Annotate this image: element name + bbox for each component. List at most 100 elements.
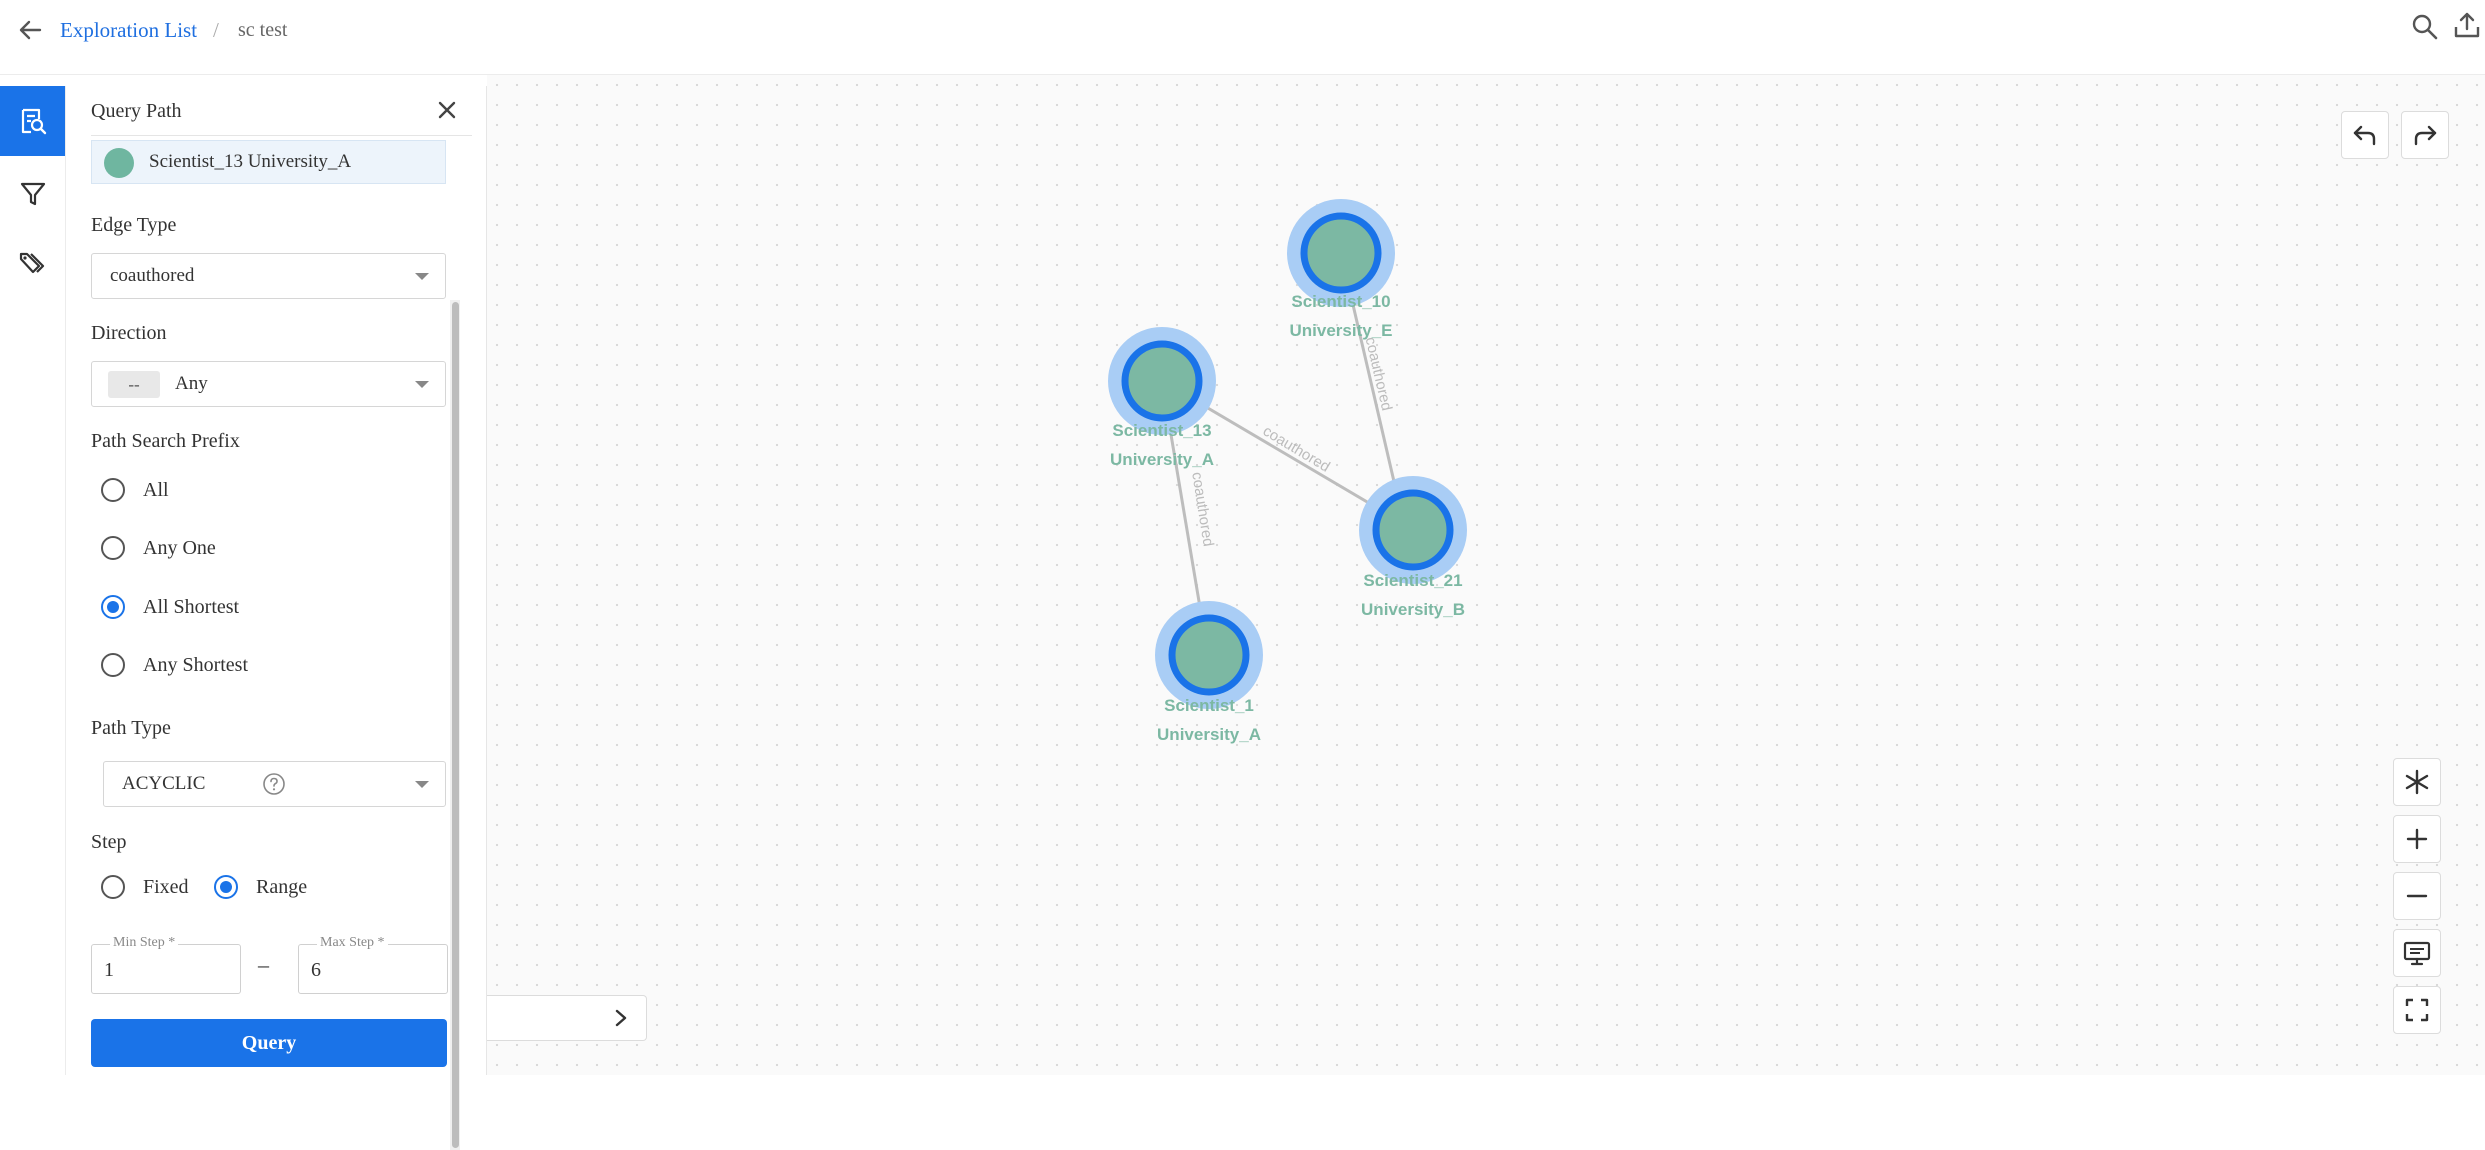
graph-node-scientist-21[interactable]: Scientist_21 University_B [1359,476,1467,619]
rail-tags[interactable] [0,231,65,301]
redo-button[interactable] [2401,111,2449,159]
panel-divider [91,135,472,136]
prefix-option-any-one[interactable]: Any One [101,530,216,566]
chevron-down-icon [415,273,429,280]
direction-select[interactable]: -- Any [91,361,446,407]
edge-label: coauthored [1362,336,1395,413]
radio-label: Range [256,875,308,898]
node-university: University_A [1157,725,1261,744]
prefix-option-all-shortest[interactable]: All Shortest [101,589,239,625]
edge-type-label: Edge Type [91,214,177,236]
direction-label: Direction [91,322,167,344]
presentation-button[interactable] [2393,929,2441,977]
start-node-label: Scientist_13 University_A [149,151,352,172]
radio-fixed[interactable] [101,875,125,899]
fullscreen-button[interactable] [2393,986,2441,1034]
close-icon [438,101,456,119]
edge-type-value: coauthored [110,265,195,286]
chevron-right-icon [615,1009,627,1027]
path-search-prefix-label: Path Search Prefix [91,430,240,452]
panel-close-button[interactable] [429,92,465,128]
redo-icon [2414,125,2437,146]
breadcrumb-separator: / [213,18,219,42]
breadcrumb-exploration-list[interactable]: Exploration List [60,18,198,42]
zoom-out-icon [2406,894,2428,898]
radio-label: All Shortest [143,595,240,618]
query-button[interactable]: Query [91,1019,447,1067]
top-bar: Exploration List / sc test [0,0,2485,75]
radio-range[interactable] [214,875,238,899]
back-button[interactable] [14,14,46,46]
edge-type-select[interactable]: coauthored [91,253,446,299]
prefix-option-any-shortest[interactable]: Any Shortest [101,647,248,683]
layout-icon [2405,769,2429,795]
search-icon [2412,14,2438,40]
radio-label: Any Shortest [143,653,248,676]
step-range-dash: – [258,952,269,977]
radio-label: Fixed [143,875,189,898]
max-step-field[interactable]: Max Step * [298,935,448,994]
min-step-input[interactable] [102,955,226,985]
query-path-icon [21,108,46,135]
arrow-left-icon [19,20,42,40]
export-icon [2454,12,2480,38]
node-name: Scientist_21 [1363,571,1462,590]
max-step-input[interactable] [309,955,433,985]
expand-drawer-button[interactable] [487,995,647,1041]
rail-query-path[interactable] [0,86,65,156]
graph-svg: coauthored coauthored coauthored Scienti… [1108,199,1467,744]
presentation-icon [2403,941,2431,966]
side-rail [0,86,66,1075]
max-step-label: Max Step * [317,935,388,951]
step-option-range[interactable]: Range [214,869,307,905]
help-icon[interactable] [262,772,286,796]
undo-icon [2353,125,2376,146]
zoom-in-button[interactable] [2393,815,2441,863]
graph-node-scientist-10[interactable]: Scientist_10 University_E [1287,199,1395,340]
rail-filter[interactable] [0,159,65,229]
radio-label: All [143,478,169,501]
node-name: Scientist_13 [1112,421,1211,440]
radio-all[interactable] [101,478,125,502]
node-university: University_E [1290,321,1393,340]
step-option-fixed[interactable]: Fixed [101,869,189,905]
path-type-label: Path Type [91,717,171,739]
radio-any-shortest[interactable] [101,653,125,677]
prefix-option-all[interactable]: All [101,472,169,508]
radio-all-shortest[interactable] [101,595,125,619]
radio-any-one[interactable] [101,536,125,560]
direction-chip: -- [108,371,160,398]
node-name: Scientist_1 [1164,696,1254,715]
path-type-value: ACYCLIC [122,773,206,794]
export-button[interactable] [2452,10,2482,40]
graph-node-scientist-13[interactable]: Scientist_13 University_A [1108,327,1216,469]
min-step-field[interactable]: Min Step * [91,935,241,994]
radio-label: Any One [143,536,216,559]
fullscreen-icon [2405,998,2429,1022]
chevron-down-icon [415,381,429,388]
graph-node-scientist-1[interactable]: Scientist_1 University_A [1155,601,1263,744]
path-type-select[interactable]: ACYCLIC [103,761,446,807]
search-button[interactable] [2410,12,2440,42]
undo-button[interactable] [2341,111,2389,159]
breadcrumb-current: sc test [238,19,288,41]
graph-canvas[interactable]: coauthored coauthored coauthored Scienti… [487,75,2485,1075]
scrollbar-thumb[interactable] [452,302,459,1148]
chevron-down-icon [415,781,429,788]
edge-label: coauthored [1260,423,1333,476]
zoom-in-icon [2406,828,2428,850]
start-node-chip[interactable]: Scientist_13 University_A [91,140,446,184]
layout-button[interactable] [2393,758,2441,806]
node-color-dot [104,148,134,178]
query-path-panel: Query Path Scientist_13 University_A Edg… [66,86,487,1150]
edge-label: coauthored [1188,471,1217,548]
node-university: University_B [1361,600,1465,619]
step-label: Step [91,831,127,853]
zoom-out-button[interactable] [2393,872,2441,920]
tag-icon [19,252,44,274]
node-name: Scientist_10 [1291,292,1390,311]
direction-value: Any [175,373,208,394]
node-university: University_A [1110,450,1214,469]
filter-icon [20,182,45,206]
panel-title: Query Path [91,100,182,122]
